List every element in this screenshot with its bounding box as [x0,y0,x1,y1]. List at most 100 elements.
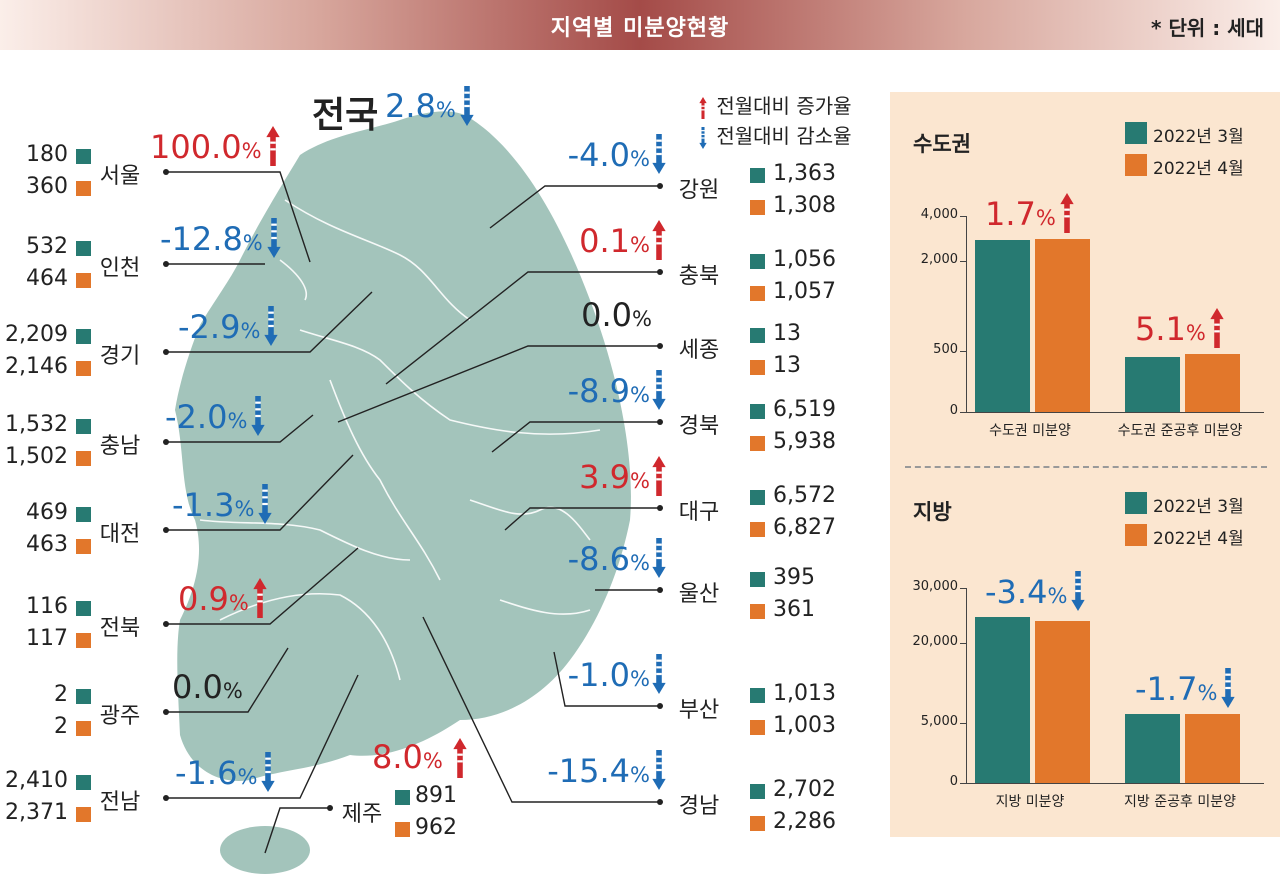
decrease-arrow-icon [261,752,276,796]
region-pct-value: -12.8 [160,220,243,258]
y-tick-label: 500 [933,342,958,358]
national-pct-value: 2.8 [385,87,436,125]
region-pct-unit: % [241,139,262,163]
region-name: 인천 [99,256,141,281]
region-pct-unit: % [630,383,650,407]
region-pct-unit: % [632,307,652,331]
province-borders [199,199,601,681]
region-march-value: 116 [26,594,68,619]
legend-decrease-label: 전월대비 감소율 [716,124,852,148]
y-tick-mark [960,216,966,217]
region-april-value: 1,057 [773,279,836,304]
region-april-value: 360 [26,174,68,199]
march-square [750,328,765,343]
region-march-value: 395 [773,565,815,590]
decrease-arrow-icon [251,396,266,440]
region-march-value: 6,519 [773,397,836,422]
region-april-value: 463 [26,532,68,557]
bar-change-unit: % [1185,321,1206,346]
national-label: 전국 [312,95,379,136]
page-title: 지역별 미분양현황 [550,16,730,41]
april-square [750,286,765,301]
y-tick-mark [960,588,966,589]
april-swatch [1125,524,1147,546]
region-pct: -8.6% [568,540,650,578]
region-pct: -1.0% [568,656,650,694]
bar [1035,239,1090,412]
x-category-label: 수도권 준공후 미분양 [1117,423,1243,439]
region-pct: 100.0% [150,128,262,166]
y-tick-label: 30,000 [912,579,959,594]
region-pct: 0.0% [172,668,243,706]
legend-label: 2022년 3월 [1153,497,1244,517]
region-pct-value: -2.9 [178,308,241,346]
region-pct-value: -15.4 [547,752,631,790]
region-pct-value: 0.9 [178,580,229,618]
march-square [750,490,765,505]
region-pct-unit: % [242,231,263,255]
bar [1185,714,1240,783]
march-square [750,404,765,419]
mainland-shape [175,111,631,781]
region-pct-value: -8.6 [567,540,631,578]
chart-title: 지방 [913,500,952,524]
x-category-label: 지방 준공후 미분양 [1124,794,1236,810]
region-pct-unit: % [222,679,243,703]
april-square [76,721,91,736]
chart-title: 수도권 [913,132,971,156]
increase-arrow-icon [652,220,666,264]
march-square [76,149,91,164]
jeju-pct-value: 8.0 [372,738,423,776]
region-pct-value: -1.3 [172,486,235,524]
x-axis [966,412,1264,413]
region-pct-value: -4.0 [567,136,631,174]
region-april-value: 2,371 [5,800,68,825]
region-name: 대전 [99,522,141,547]
region-name: 충남 [99,434,141,459]
march-swatch [1125,122,1147,144]
bar-change-label: 1.7% [985,195,1056,233]
decrease-arrow-icon [652,134,666,178]
region-pct-value: 0.1 [579,222,631,260]
region-march-value: 1,056 [773,247,836,272]
march-square [76,419,91,434]
march-square [395,790,410,805]
bar-change-value: 5.1 [1135,310,1186,349]
leader-dots [163,169,663,811]
region-pct-unit: % [240,319,261,343]
region-pct-unit: % [228,591,249,615]
april-square [750,720,765,735]
increase-arrow-icon [265,126,280,170]
region-name-jeju: 제주 [341,802,383,827]
legend-label: 2022년 4월 [1153,159,1244,179]
decrease-arrow-icon [652,654,666,698]
region-march-value: 2,209 [5,322,68,347]
region-pct: -1.6% [175,754,257,792]
x-category-label: 지방 미분양 [995,794,1065,810]
bar-change-value: 1.7 [985,195,1036,234]
y-tick-label: 0 [949,403,958,418]
bar [1125,356,1180,412]
april-square [750,604,765,619]
increase-arrow-icon [652,456,666,500]
march-square [750,688,765,703]
region-name: 강원 [678,178,720,203]
region-name: 광주 [99,704,141,729]
region-april-value: 1,502 [5,444,68,469]
april-square [750,522,765,537]
march-square [76,775,91,790]
y-tick-mark [960,351,966,353]
region-pct: 0.1% [579,222,650,260]
region-march-value: 13 [773,321,801,346]
april-square [76,181,91,196]
increase-arrow-icon [698,96,710,119]
region-pct-unit: % [630,763,650,787]
region-pct: -15.4% [547,752,650,790]
y-tick-mark [960,722,966,724]
header-banner: 지역별 미분양현황 * 단위 : 세대 [0,0,1280,50]
legend-label: 2022년 3월 [1153,127,1244,147]
region-pct-value: 0.0 [581,296,633,334]
y-tick-mark [960,412,966,413]
region-pct: -2.9% [178,308,260,346]
